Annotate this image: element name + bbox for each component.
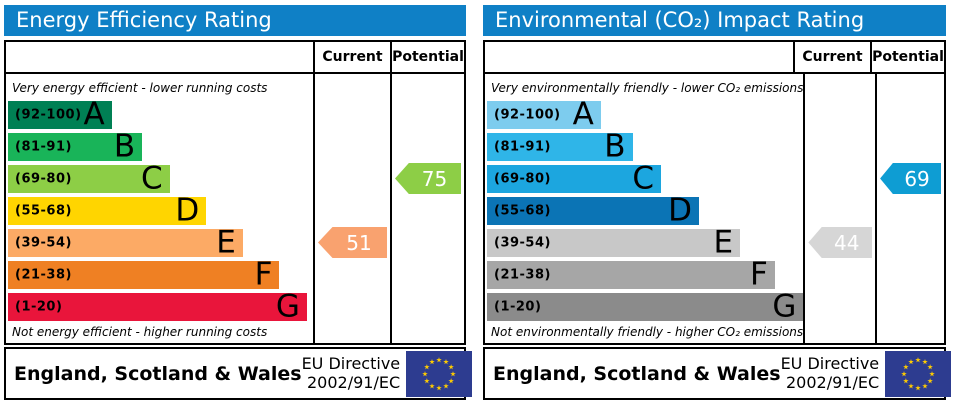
rating-table: Current Potential Very environmentally f…	[483, 40, 946, 345]
top-note: Very environmentally friendly - lower CO…	[491, 81, 804, 95]
energy-efficiency-panel: Energy Efficiency Rating Current Potenti…	[4, 5, 473, 400]
band-row-B: (81-91) B	[487, 128, 633, 164]
eu-flag-icon	[885, 350, 952, 397]
band-letter: G	[275, 288, 300, 325]
table-header-row: Current Potential	[6, 42, 464, 74]
potential-rating-value: 75	[421, 166, 448, 191]
band-row-D: (55-68) D	[8, 192, 207, 228]
potential-rating-arrow: 69	[880, 163, 941, 194]
band-range-label: (55-68)	[494, 203, 551, 219]
potential-column-header: Potential	[390, 42, 464, 72]
band-range-label: (21-38)	[15, 267, 72, 283]
band-row-G: (1-20) G	[8, 288, 307, 324]
environmental-impact-panel: Environmental (CO₂) Impact Rating Curren…	[483, 5, 952, 400]
band-range-label: (69-80)	[15, 171, 72, 187]
panel-title: Energy Efficiency Rating	[4, 5, 466, 36]
current-rating-value: 51	[346, 230, 372, 255]
bands-stack: (92-100) A (81-91) B (69-80) C (55-68) D (39-54)…	[487, 96, 804, 324]
current-rating-value: 44	[834, 230, 860, 255]
band-range-label: (81-91)	[494, 139, 551, 155]
band-range-label: (81-91)	[15, 139, 72, 155]
band-letter: F	[254, 256, 273, 293]
band-letter: E	[713, 224, 734, 261]
band-range-label: (1-20)	[494, 299, 542, 315]
panel-title: Environmental (CO₂) Impact Rating	[483, 5, 946, 36]
rating-table: Current Potential Very energy efficient …	[4, 40, 466, 345]
header-spacer	[6, 42, 313, 72]
table-body: Very environmentally friendly - lower CO…	[485, 74, 944, 343]
band-range-label: (92-100)	[15, 107, 82, 123]
table-header-row: Current Potential	[485, 42, 944, 74]
band-range-label: (55-68)	[15, 203, 72, 219]
band-row-B: (81-91) B	[8, 128, 143, 164]
band-letter: C	[140, 160, 163, 197]
current-column-header: Current	[793, 42, 870, 72]
band-row-F: (21-38) F	[8, 256, 280, 292]
bands-cell: Very energy efficient - lower running co…	[6, 74, 313, 343]
band-row-C: (69-80) C	[8, 160, 170, 196]
bands-stack: (92-100) A (81-91) B (69-80) C (55-68) D (39-54)…	[8, 96, 313, 324]
band-row-F: (21-38) F	[487, 256, 775, 292]
potential-rating-arrow: 75	[395, 163, 461, 194]
band-range-label: (1-20)	[15, 299, 63, 315]
band-letter: A	[83, 96, 105, 133]
band-letter: B	[604, 128, 626, 165]
top-note: Very energy efficient - lower running co…	[12, 81, 268, 95]
band-range-label: (92-100)	[494, 107, 561, 123]
band-range-label: (21-38)	[494, 267, 551, 283]
eu-directive-label: EU Directive 2002/91/EC	[301, 354, 401, 392]
footer-bar: England, Scotland & Wales EU Directive 2…	[483, 347, 952, 400]
eu-directive-label: EU Directive 2002/91/EC	[780, 354, 880, 392]
potential-rating-value: 69	[904, 166, 930, 191]
footer-region-label: England, Scotland & Wales	[14, 362, 302, 385]
bands-cell: Very environmentally friendly - lower CO…	[485, 74, 804, 343]
band-letter: D	[668, 192, 692, 229]
band-letter: A	[572, 96, 594, 133]
band-row-E: (39-54) E	[487, 224, 741, 260]
band-range-label: (39-54)	[494, 235, 551, 251]
band-row-G: (1-20) G	[487, 288, 804, 324]
header-spacer	[485, 42, 793, 72]
band-row-A: (92-100) A	[487, 96, 601, 132]
band-letter: F	[750, 256, 768, 293]
band-range-label: (39-54)	[15, 235, 72, 251]
band-range-label: (69-80)	[494, 171, 551, 187]
potential-column: 75	[390, 74, 464, 343]
current-rating-arrow: 44	[808, 227, 873, 258]
band-letter: G	[772, 288, 797, 325]
potential-column: 69	[875, 74, 944, 343]
current-column: 44	[803, 74, 875, 343]
current-column-header: Current	[313, 42, 390, 72]
band-row-C: (69-80) C	[487, 160, 661, 196]
band-letter: D	[175, 192, 200, 229]
band-row-A: (92-100) A	[8, 96, 112, 132]
footer-region-label: England, Scotland & Wales	[493, 362, 781, 385]
band-row-E: (39-54) E	[8, 224, 243, 260]
footer-bar: England, Scotland & Wales EU Directive 2…	[4, 347, 473, 400]
bottom-note: Not environmentally friendly - higher CO…	[491, 325, 804, 339]
band-letter: C	[632, 160, 654, 197]
current-rating-arrow: 51	[318, 227, 387, 258]
table-body: Very energy efficient - lower running co…	[6, 74, 464, 343]
potential-column-header: Potential	[870, 42, 944, 72]
bottom-note: Not energy efficient - higher running co…	[12, 325, 268, 339]
current-column: 51	[313, 74, 390, 343]
band-letter: E	[216, 224, 236, 261]
eu-flag-icon	[406, 350, 473, 397]
band-row-D: (55-68) D	[487, 192, 699, 228]
band-letter: B	[113, 128, 136, 165]
